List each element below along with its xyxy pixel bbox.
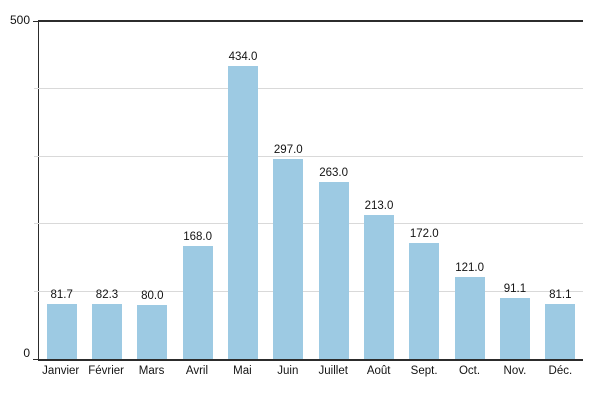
bar-slot-Mai: 434.0: [220, 22, 265, 359]
bar-Février: [91, 303, 122, 359]
bar-Mai: [227, 66, 258, 359]
x-axis-label-Janvier: Janvier: [42, 365, 80, 377]
x-axis-label-Juin: Juin: [277, 365, 299, 377]
bar-slot-Déc.: 81.1: [538, 22, 583, 359]
bar-slot-Sept.: 172.0: [402, 22, 447, 359]
bar-slot-Août: 213.0: [356, 22, 401, 359]
bar-value-label: 81.1: [549, 289, 572, 302]
bar-slot-Janvier: 81.7: [39, 22, 84, 359]
bar-Août: [363, 215, 394, 359]
bar-slot-Mars: 80.0: [130, 22, 175, 359]
bar-slot-Juin: 297.0: [266, 22, 311, 359]
x-axis-label-Mai: Mai: [233, 365, 252, 377]
bar-slot-Juillet: 263.0: [311, 22, 356, 359]
x-axis-label-Sept.: Sept.: [410, 365, 438, 377]
plot-area: 81.7 82.3 80.0 168.0 434.0 297.0 263.0 213.0 172…: [33, 20, 583, 361]
x-axis-label-Nov.: Nov.: [503, 365, 527, 377]
gridline-100: [34, 290, 583, 292]
x-axis-label-Mars: Mars: [138, 365, 165, 377]
bar-value-label: 263.0: [319, 166, 349, 179]
bar-Oct.: [454, 277, 485, 359]
y-axis-tick-500: [33, 21, 38, 22]
bar-value-label: 434.0: [228, 51, 258, 64]
bar-slot-Nov.: 91.1: [492, 22, 537, 359]
y-axis-tick-0: [33, 359, 38, 360]
bars-row: 81.7 82.3 80.0 168.0 434.0 297.0 263.0 213.0 172…: [39, 22, 583, 359]
x-axis-label-Déc.: Déc.: [548, 365, 573, 377]
bar-Déc.: [545, 304, 576, 359]
bar-Sept.: [409, 243, 440, 359]
bar-Avril: [182, 245, 213, 359]
x-axis-label-Oct.: Oct.: [458, 365, 481, 377]
gridline-400: [34, 88, 583, 90]
bar-Mars: [137, 305, 168, 359]
bar-value-label: 82.3: [95, 288, 119, 301]
bar-value-label: 297.0: [273, 143, 303, 156]
x-axis-label-Juillet: Juillet: [318, 365, 348, 377]
bar-Juin: [273, 158, 304, 359]
bar-Nov.: [499, 297, 530, 359]
bar-value-label: 80.0: [141, 290, 164, 303]
bar-Juillet: [318, 181, 349, 359]
bar-value-label: 91.1: [503, 282, 527, 295]
x-axis-label-Avril: Avril: [185, 365, 209, 377]
bar-value-label: 213.0: [364, 200, 394, 213]
bar-Janvier: [46, 303, 77, 359]
bar-slot-Oct.: 121.0: [447, 22, 492, 359]
gridline-300: [34, 155, 583, 157]
bar-value-label: 172.0: [409, 228, 439, 241]
x-axis-label-Février: Février: [88, 365, 125, 377]
y-axis-tick-label-min: 0: [23, 346, 30, 360]
x-axis-label-Août: Août: [366, 365, 391, 377]
y-axis-tick-label-max: 500: [9, 13, 30, 27]
bar-slot-Avril: 168.0: [175, 22, 220, 359]
bar-value-label: 121.0: [455, 262, 484, 275]
bar-slot-Février: 82.3: [84, 22, 129, 359]
bar-value-label: 168.0: [183, 230, 213, 243]
gridline-200: [34, 223, 583, 225]
x-axis-labels: Janvier Février Mars Avril Mai Juin Juillet Aoû…: [38, 364, 583, 378]
bar-value-label: 81.7: [50, 288, 73, 301]
